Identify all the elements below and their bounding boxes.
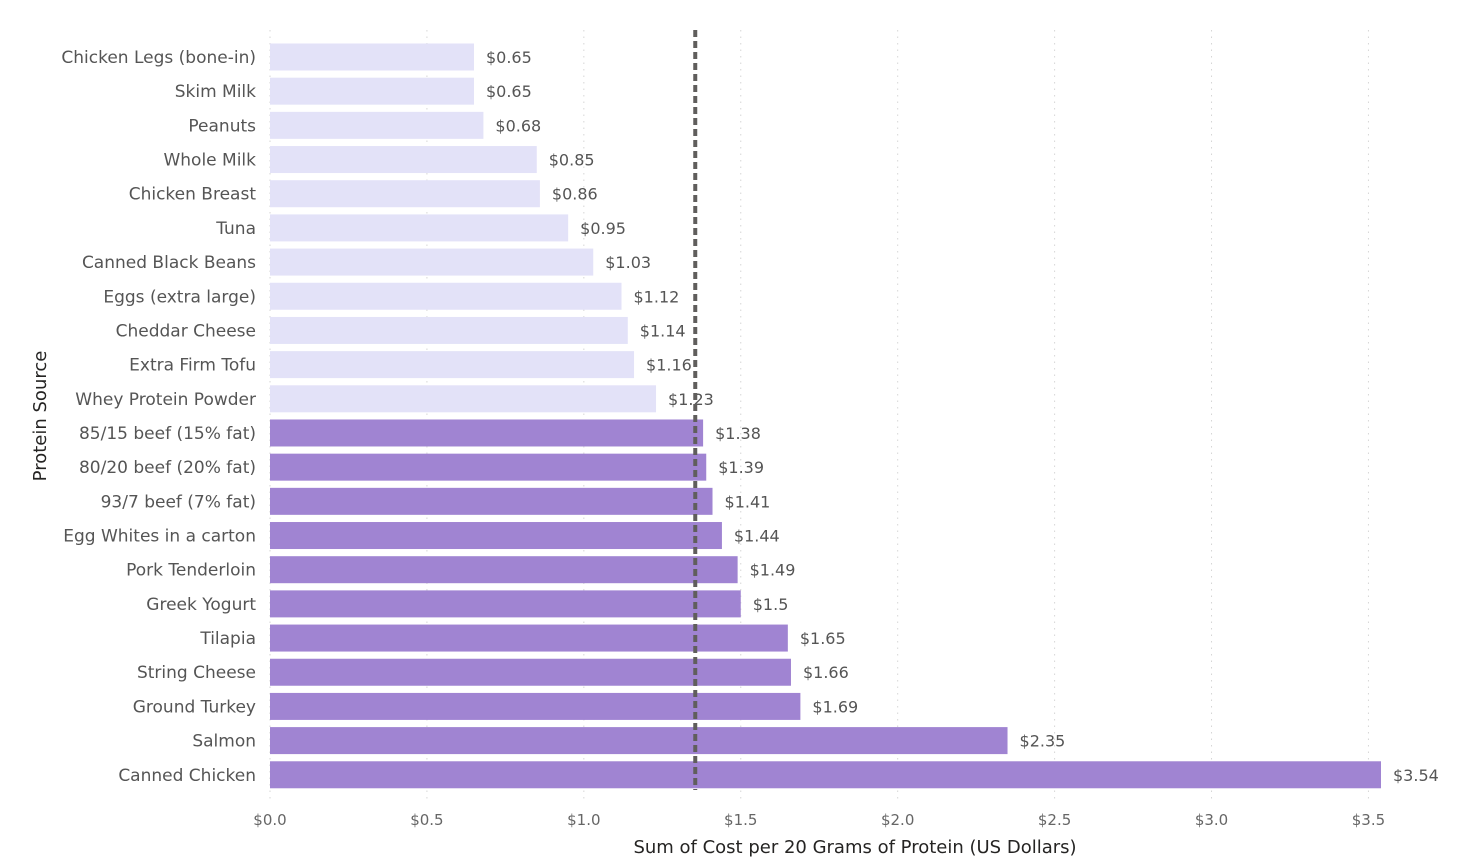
category-label: Cheddar Cheese <box>116 321 256 341</box>
bar <box>270 419 704 447</box>
bar <box>270 487 713 515</box>
data-label: $1.39 <box>718 458 764 477</box>
x-tick-label: $3.0 <box>1195 811 1228 829</box>
category-label: Extra Firm Tofu <box>129 356 256 376</box>
bar <box>270 248 594 276</box>
data-label: $0.65 <box>486 48 532 67</box>
bar <box>270 556 738 584</box>
data-label: $1.66 <box>803 663 849 682</box>
category-label: Chicken Breast <box>129 185 257 205</box>
y-axis-title: Protein Source <box>30 351 51 482</box>
x-tick-label: $2.0 <box>881 811 914 829</box>
bars <box>270 43 1381 789</box>
x-tick-label: $1.0 <box>567 811 600 829</box>
data-label: $1.03 <box>605 253 651 272</box>
data-label: $0.68 <box>495 116 541 135</box>
category-label: Pork Tenderloin <box>126 561 256 581</box>
data-labels: $0.65 $0.65 $0.68 $0.85 $0.86 $0.95 $1.03 $1.12… <box>486 48 1439 785</box>
bar <box>270 43 474 71</box>
category-label: Peanuts <box>188 116 256 136</box>
category-label: Tuna <box>215 219 256 239</box>
bar <box>270 316 628 344</box>
data-label: $1.5 <box>753 595 789 614</box>
category-label: Whey Protein Powder <box>75 390 256 410</box>
category-label: Whole Milk <box>163 151 256 171</box>
category-label: Chicken Legs (bone-in) <box>61 48 256 68</box>
category-label: Canned Black Beans <box>82 253 256 273</box>
bar <box>270 590 741 618</box>
x-tick-labels: $0.0 $0.5 $1.0 $1.5 $2.0 $2.5 $3.0 $3.5 <box>253 811 1385 829</box>
bar <box>270 727 1008 755</box>
data-label: $0.86 <box>552 185 598 204</box>
data-label: $1.14 <box>640 321 686 340</box>
data-label: $0.95 <box>580 219 626 238</box>
x-tick-label: $0.5 <box>410 811 443 829</box>
data-label: $1.69 <box>812 697 858 716</box>
bar <box>270 624 788 652</box>
bar <box>270 351 635 379</box>
x-tick-label: $1.5 <box>724 811 757 829</box>
category-label: Eggs (extra large) <box>103 287 256 307</box>
category-label: Ground Turkey <box>133 697 256 717</box>
category-label: Skim Milk <box>175 82 256 102</box>
bar <box>270 658 791 686</box>
bar <box>270 385 657 413</box>
category-label: Egg Whites in a carton <box>63 527 256 547</box>
bar <box>270 111 484 139</box>
bar <box>270 453 707 481</box>
data-label: $1.44 <box>734 527 780 546</box>
bar <box>270 522 722 550</box>
data-label: $1.23 <box>668 390 714 409</box>
data-label: $1.16 <box>646 356 692 375</box>
x-tick-label: $3.5 <box>1352 811 1385 829</box>
bar <box>270 692 801 720</box>
bar <box>270 282 622 310</box>
x-axis-title: Sum of Cost per 20 Grams of Protein (US … <box>633 837 1076 858</box>
category-label: Canned Chicken <box>118 766 256 786</box>
bar <box>270 214 569 242</box>
data-label: $1.12 <box>634 287 680 306</box>
data-label: $2.35 <box>1020 732 1066 751</box>
bar <box>270 146 537 174</box>
category-label: 85/15 beef (15% fat) <box>79 424 256 444</box>
data-label: $3.54 <box>1393 766 1439 785</box>
category-label: 93/7 beef (7% fat) <box>101 492 256 512</box>
data-label: $0.65 <box>486 82 532 101</box>
bar <box>270 77 474 105</box>
bar <box>270 761 1381 789</box>
category-label: Salmon <box>192 732 256 752</box>
bar <box>270 180 540 208</box>
category-label: Tilapia <box>199 629 256 649</box>
category-label: Greek Yogurt <box>146 595 256 615</box>
category-labels: Chicken Legs (bone-in) Skim Milk Peanuts Wh… <box>61 48 256 786</box>
category-label: 80/20 beef (20% fat) <box>79 458 256 478</box>
data-label: $0.85 <box>549 151 595 170</box>
x-tick-label: $2.5 <box>1038 811 1071 829</box>
data-label: $1.65 <box>800 629 846 648</box>
gridlines <box>269 30 1369 800</box>
data-label: $1.38 <box>715 424 761 443</box>
x-tick-label: $0.0 <box>253 811 286 829</box>
category-label: String Cheese <box>137 663 256 683</box>
data-label: $1.41 <box>725 492 771 511</box>
data-label: $1.49 <box>750 561 796 580</box>
